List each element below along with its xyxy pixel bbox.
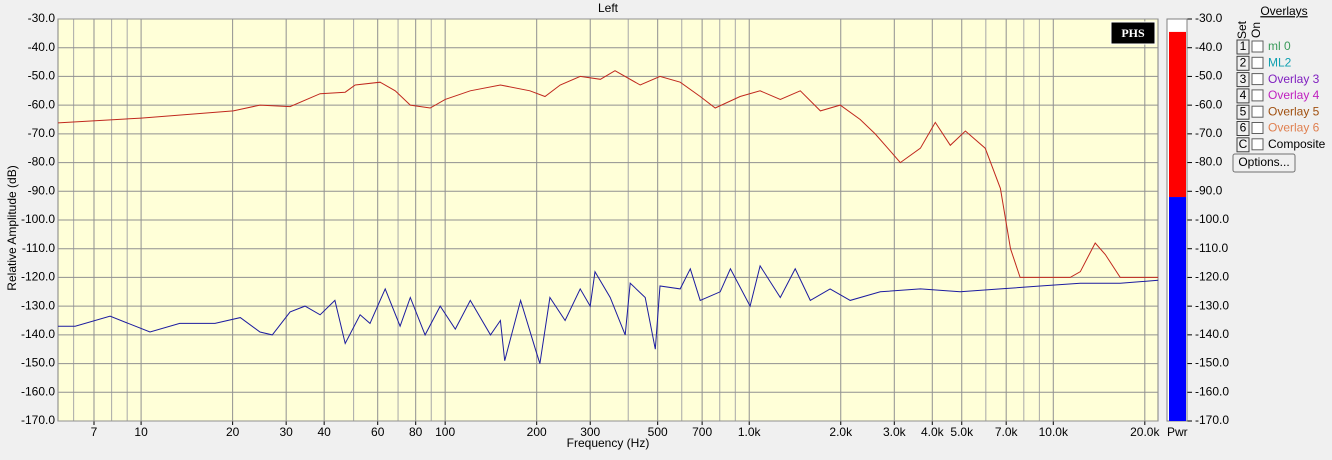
set-button[interactable]	[1236, 55, 1250, 71]
x-tick-label: 500	[648, 425, 668, 439]
x-tick-label: 80	[409, 425, 423, 439]
x-tick-label: 1.0k	[738, 425, 762, 439]
x-tick-label: 300	[580, 425, 600, 439]
set-button[interactable]	[1236, 104, 1250, 120]
set-key: 2	[1240, 55, 1247, 69]
meter-tick-label: -60.0	[1195, 97, 1223, 111]
meter-tick-label: -30.0	[1195, 11, 1223, 25]
y-tick-label: -130.0	[21, 298, 55, 312]
on-checkbox[interactable]	[1251, 40, 1264, 53]
meter-tick-label: -140.0	[1195, 327, 1229, 341]
overlay-label: Overlay 4	[1268, 88, 1320, 102]
set-key: 6	[1240, 121, 1247, 135]
y-tick-label: -110.0	[22, 241, 55, 255]
meter-rms	[1169, 197, 1186, 421]
x-tick-label: 60	[371, 425, 385, 439]
y-tick-label: -120.0	[21, 270, 55, 284]
meter-peak	[1169, 31, 1186, 198]
x-tick-label: 7	[91, 425, 98, 439]
meter-tick-label: -160.0	[1195, 384, 1229, 398]
on-checkbox[interactable]	[1251, 56, 1264, 69]
meter-tick-label: -130.0	[1195, 298, 1229, 312]
y-tick-label: -60.0	[28, 97, 56, 111]
y-tick-label: -100.0	[21, 212, 55, 226]
x-tick-label: 2.0k	[829, 425, 853, 439]
y-tick-label: -90.0	[28, 183, 56, 197]
series-line	[58, 264, 1159, 364]
overlay-label: Composite	[1268, 137, 1326, 151]
overlay-label: Overlay 5	[1268, 104, 1320, 118]
y-tick-label: -150.0	[21, 356, 55, 370]
y-tick-label: -80.0	[28, 155, 56, 169]
overlay-label: Overlay 3	[1268, 72, 1320, 86]
x-tick-label: 20	[226, 425, 240, 439]
meter-tick-label: -90.0	[1195, 183, 1223, 197]
set-button[interactable]	[1236, 137, 1250, 153]
x-tick-label: 4.0k	[921, 425, 945, 439]
meter-tick-label: -50.0	[1195, 69, 1223, 83]
x-tick-label: 30	[279, 425, 293, 439]
meter-tick-label: -170.0	[1195, 413, 1229, 427]
x-tick-label: 20.0k	[1130, 425, 1160, 439]
x-axis-label: Frequency (Hz)	[567, 436, 650, 450]
set-button[interactable]	[1236, 121, 1250, 136]
x-tick-label: 40	[317, 425, 331, 439]
chart-title: Left	[598, 1, 619, 15]
y-tick-label: -40.0	[28, 40, 56, 54]
x-tick-label: 200	[527, 425, 547, 439]
x-tick-label: 700	[692, 425, 712, 439]
on-checkbox[interactable]	[1251, 122, 1264, 134]
meter-label: Pwr	[1167, 425, 1188, 439]
meter-tick-label: -120.0	[1195, 270, 1229, 284]
badge-box	[1110, 21, 1156, 45]
on-checkbox[interactable]	[1251, 73, 1264, 86]
set-key: C	[1239, 137, 1248, 151]
options-label: Options...	[1238, 155, 1289, 169]
set-button[interactable]	[1236, 72, 1250, 88]
x-tick-label: 7.0k	[995, 425, 1019, 439]
x-tick-label: 5.0k	[950, 425, 974, 439]
set-button[interactable]	[1236, 88, 1250, 104]
set-button[interactable]	[1236, 39, 1250, 55]
y-tick-label: -170.0	[21, 413, 55, 427]
series-line	[57, 70, 1159, 278]
y-tick-label: -50.0	[28, 69, 56, 83]
options-button[interactable]	[1232, 153, 1296, 173]
y-axis-label: Relative Amplitude (dB)	[5, 165, 19, 290]
on-header: On	[1249, 22, 1263, 38]
x-tick-label: 3.0k	[883, 425, 907, 439]
y-tick-label: -70.0	[28, 126, 56, 140]
overlay-label: Overlay 6	[1268, 121, 1320, 135]
meter-tick-label: -40.0	[1195, 40, 1223, 54]
set-key: 5	[1240, 104, 1247, 118]
overlays-title: Overlays	[1260, 4, 1307, 18]
x-tick-label: 10.0k	[1039, 425, 1069, 439]
y-tick-label: -30.0	[28, 11, 56, 25]
set-header: Set	[1235, 20, 1249, 39]
meter-tick-label: -70.0	[1195, 126, 1223, 140]
meter-tick-label: -80.0	[1195, 155, 1223, 169]
set-key: 3	[1240, 72, 1247, 86]
set-key: 4	[1240, 88, 1247, 102]
x-tick-label: 100	[435, 425, 455, 439]
on-checkbox[interactable]	[1251, 138, 1264, 151]
y-tick-label: -140.0	[21, 327, 55, 341]
meter-tick-label: -110.0	[1195, 241, 1228, 255]
on-checkbox[interactable]	[1251, 89, 1264, 102]
overlay-label: ML2	[1268, 55, 1292, 69]
on-checkbox[interactable]	[1251, 105, 1264, 118]
x-tick-label: 10	[134, 425, 148, 439]
badge: PHS	[1121, 26, 1145, 40]
meter-tick-label: -150.0	[1195, 356, 1229, 370]
meter-tick-label: -100.0	[1195, 212, 1229, 226]
overlay-label: ml 0	[1268, 39, 1291, 53]
set-key: 1	[1240, 39, 1247, 53]
y-tick-label: -160.0	[21, 384, 55, 398]
